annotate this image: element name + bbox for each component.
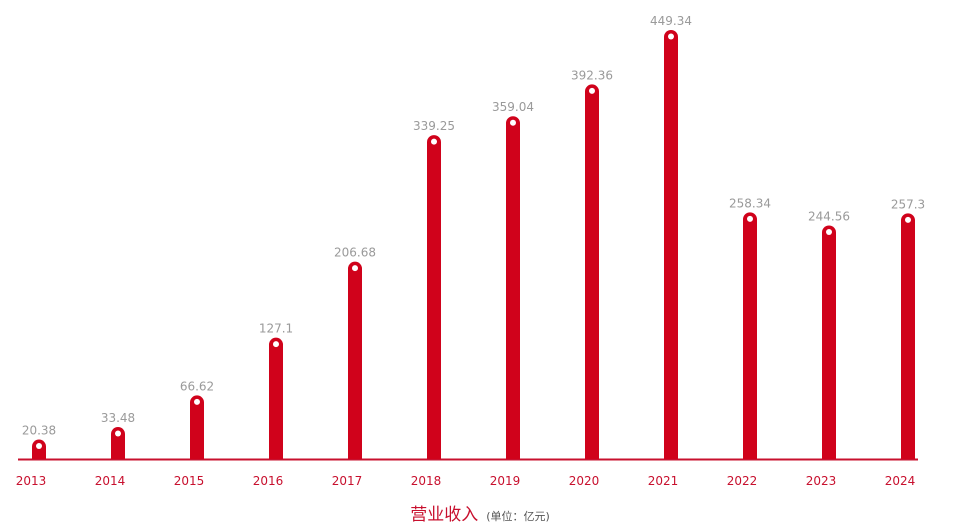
bar-marker-2017 xyxy=(352,265,358,272)
chart-title-block: 营业收入 (单位：亿元) xyxy=(0,500,960,525)
bar-marker-2018 xyxy=(431,138,437,145)
x-tick-label-2020: 2020 xyxy=(569,474,600,488)
bar-2018 xyxy=(427,135,441,459)
x-tick-label-2014: 2014 xyxy=(95,474,126,488)
bar-2014 xyxy=(111,427,125,459)
chart-title: 营业收入 xyxy=(410,505,479,525)
value-label-2022: 258.34 xyxy=(729,196,771,210)
x-tick-label-2018: 2018 xyxy=(411,474,442,488)
bar-2020 xyxy=(585,84,599,459)
value-label-2016: 127.1 xyxy=(259,322,293,336)
bar-2022 xyxy=(743,212,757,459)
bar-marker-2016 xyxy=(273,341,279,348)
x-tick-label-2024: 2024 xyxy=(885,474,916,488)
value-label-2024: 257.3 xyxy=(891,197,925,211)
value-label-2017: 206.68 xyxy=(334,246,376,260)
bar-marker-2020 xyxy=(589,87,595,94)
value-label-2019: 359.04 xyxy=(492,100,534,114)
bar-marker-2021 xyxy=(668,33,674,40)
value-label-2021: 449.34 xyxy=(650,14,692,28)
value-label-2014: 33.48 xyxy=(101,411,135,425)
value-label-2013: 20.38 xyxy=(22,424,56,438)
bar-marker-2015 xyxy=(194,398,200,405)
bar-2017 xyxy=(348,261,362,459)
value-label-2015: 66.62 xyxy=(180,379,214,393)
bar-marker-2019 xyxy=(510,119,516,126)
bar-2023 xyxy=(822,225,836,459)
bar-2019 xyxy=(506,116,520,459)
x-tick-label-2013: 2013 xyxy=(16,474,47,488)
bar-marker-2014 xyxy=(115,430,121,437)
bar-2016 xyxy=(269,337,283,459)
x-tick-label-2021: 2021 xyxy=(648,474,679,488)
bar-marker-2022 xyxy=(747,215,753,222)
x-tick-label-2016: 2016 xyxy=(253,474,284,488)
x-tick-label-2015: 2015 xyxy=(174,474,205,488)
bar-marker-2013 xyxy=(36,443,42,450)
value-label-2018: 339.25 xyxy=(413,119,455,133)
value-label-2020: 392.36 xyxy=(571,68,613,82)
bar-2015 xyxy=(190,395,204,459)
x-tick-label-2017: 2017 xyxy=(332,474,363,488)
bar-2013 xyxy=(32,439,46,459)
bar-2021 xyxy=(664,30,678,459)
x-tick-label-2023: 2023 xyxy=(806,474,837,488)
bar-marker-2024 xyxy=(905,216,911,223)
value-label-2023: 244.56 xyxy=(808,210,850,224)
x-tick-label-2022: 2022 xyxy=(727,474,758,488)
x-tick-label-2019: 2019 xyxy=(490,474,521,488)
bar-2024 xyxy=(901,213,915,459)
chart-unit-label: (单位：亿元) xyxy=(486,510,550,523)
bar-marker-2023 xyxy=(826,229,832,236)
